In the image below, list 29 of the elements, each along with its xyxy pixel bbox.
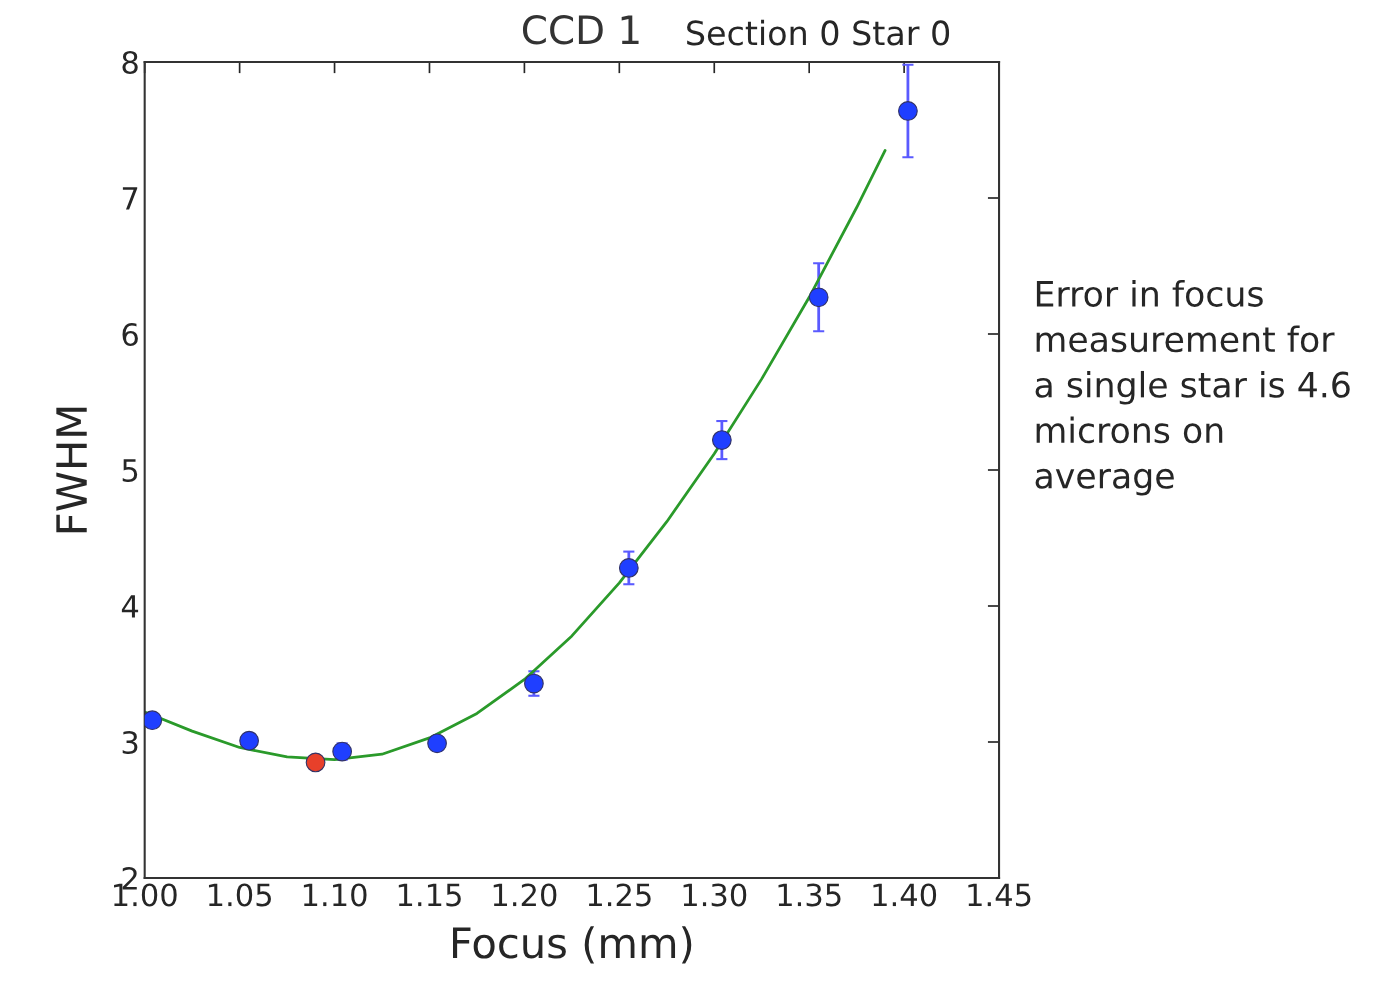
point <box>711 430 732 450</box>
y-tick-label: 4 <box>121 595 139 618</box>
point <box>618 558 639 578</box>
point <box>305 752 326 773</box>
y-tick-label: 3 <box>122 730 138 755</box>
x-tick-label: 1.40 <box>873 883 937 907</box>
point <box>239 730 259 751</box>
y-axis-title: FWHM <box>56 407 87 533</box>
x-tick-label: 1.15 <box>398 883 461 907</box>
y-tick-label: 7 <box>122 187 138 210</box>
y-tick-label: 8 <box>122 50 138 75</box>
point <box>808 287 829 308</box>
point <box>144 710 163 731</box>
line-series <box>144 149 887 762</box>
x-tick-label: 1.45 <box>968 883 1031 907</box>
point <box>427 733 447 754</box>
y-tick-label: 5 <box>122 459 138 483</box>
x-tick-label: 1.30 <box>683 883 747 907</box>
point <box>898 101 918 121</box>
chart-title: CCD 1 <box>522 15 639 45</box>
x-tick-label: 1.05 <box>208 883 271 907</box>
x-tick-label: 1.25 <box>588 883 651 907</box>
x-tick-label: 1.35 <box>778 883 841 907</box>
text: Error in focus measurement for a single star is 4.6 microns on average <box>1035 280 1350 496</box>
y-tick-label: 6 <box>122 322 138 347</box>
x-axis-title: Focus (mm) <box>453 926 692 964</box>
x-tick-label: 1.10 <box>303 883 367 907</box>
chart-subtitle: Section 0 Star 0 <box>687 19 950 46</box>
x-tick-label: 1.20 <box>493 883 557 907</box>
